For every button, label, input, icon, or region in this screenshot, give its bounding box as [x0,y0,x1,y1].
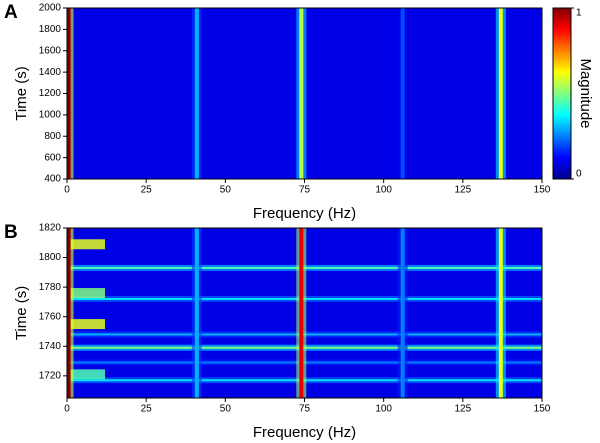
x-tick-label: 125 [454,404,471,415]
y-axis-label: Time (s) [13,286,30,340]
y-tick-label: 2000 [39,3,62,14]
line-core [400,228,405,398]
x-tick-label: 100 [375,404,392,415]
line-core [194,8,199,179]
x-axis-label: Frequency (Hz) [253,424,356,441]
x-tick-label: 50 [220,185,232,196]
y-tick-label: 1740 [39,341,62,352]
y-tick-label: 1800 [39,252,62,263]
burst [67,288,105,299]
y-tick-label: 1760 [39,311,62,322]
colorbar-tick-label: 0 [576,169,582,180]
colorbar-tick-label: 1 [576,8,582,19]
y-axis-label: Time (s) [13,66,30,120]
panel-label: B [4,222,18,243]
plot-area [67,228,542,398]
line-core [67,228,71,398]
y-tick-label: 400 [44,174,61,185]
y-tick-label: 1820 [39,223,62,234]
x-tick-label: 125 [454,185,471,196]
panel-label: A [4,2,18,23]
x-tick-label: 25 [141,404,153,415]
line-core [400,8,405,179]
y-tick-label: 600 [44,152,61,163]
y-tick-label: 1200 [39,88,62,99]
x-tick-label: 0 [64,185,70,196]
x-tick-label: 150 [534,185,551,196]
y-tick-label: 1720 [39,370,62,381]
line-core [67,8,71,179]
y-tick-label: 1400 [39,67,62,78]
x-tick-label: 75 [299,185,311,196]
x-tick-label: 50 [220,404,232,415]
line-core [194,228,199,398]
x-tick-label: 25 [141,185,153,196]
burst [67,319,105,330]
x-tick-label: 150 [534,404,551,415]
y-tick-label: 1600 [39,45,62,56]
x-tick-label: 0 [64,404,70,415]
y-tick-label: 1800 [39,24,62,35]
x-tick-label: 100 [375,185,392,196]
x-axis-label: Frequency (Hz) [253,205,356,222]
line-core [498,228,503,398]
x-tick-label: 75 [299,404,311,415]
colorbar-label: Magnitude [577,58,594,128]
colorbar [552,7,572,180]
y-tick-label: 800 [44,131,61,142]
plot-area [67,8,542,179]
line-core [498,8,503,179]
y-tick-label: 1000 [39,110,62,121]
line-core [299,228,304,398]
line-core [299,8,304,179]
burst [67,369,105,380]
y-tick-label: 1780 [39,282,62,293]
burst [67,239,105,250]
